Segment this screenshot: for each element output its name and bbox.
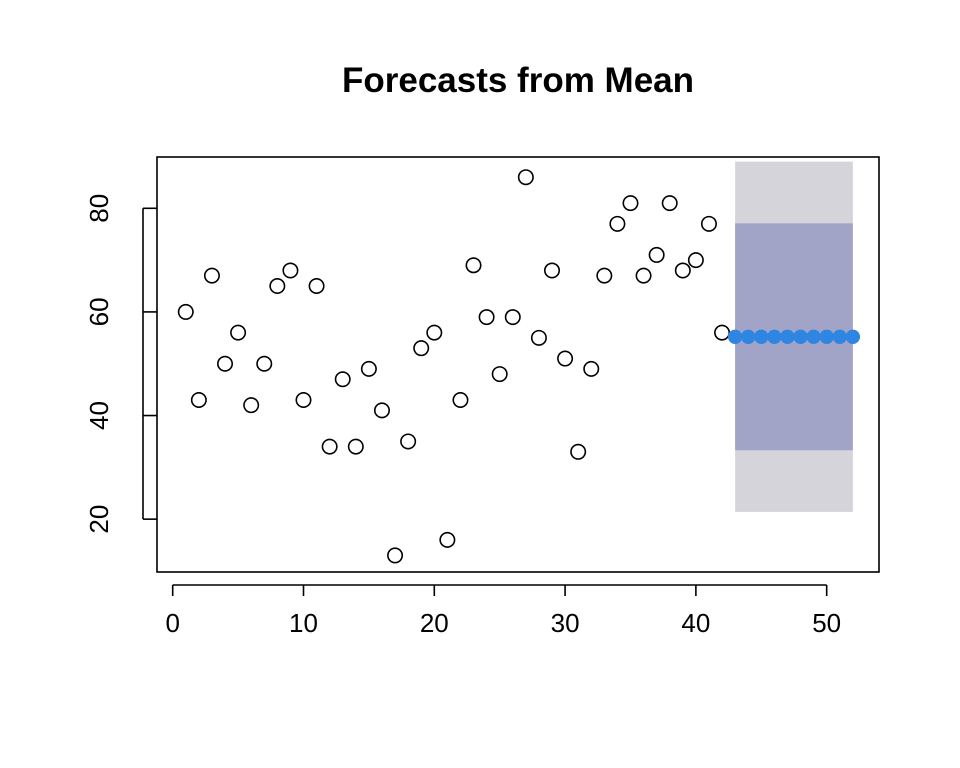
observed-point bbox=[478, 309, 495, 326]
y-axis: 20 40 60 80 bbox=[84, 194, 157, 534]
observed-point bbox=[622, 195, 639, 212]
observed-points bbox=[177, 169, 731, 564]
observed-point bbox=[714, 324, 731, 341]
observed-point bbox=[557, 350, 574, 367]
observed-point bbox=[504, 309, 521, 326]
x-tick-label-50: 50 bbox=[812, 608, 841, 638]
observed-point bbox=[635, 267, 652, 284]
observed-point bbox=[596, 267, 613, 284]
observed-point bbox=[177, 303, 194, 320]
forecast-point bbox=[806, 329, 821, 344]
forecast-point bbox=[767, 329, 782, 344]
x-tick-label-30: 30 bbox=[551, 608, 580, 638]
plot-area-frame bbox=[156, 156, 880, 573]
observed-point bbox=[648, 246, 665, 263]
y-tick-label-20: 20 bbox=[84, 505, 114, 534]
observed-point bbox=[334, 371, 351, 388]
observed-point bbox=[674, 262, 691, 279]
observed-point bbox=[452, 391, 469, 408]
chart-title: Forecasts from Mean bbox=[342, 61, 694, 100]
observed-point bbox=[373, 402, 390, 419]
observed-point bbox=[700, 215, 717, 232]
observed-point bbox=[661, 195, 678, 212]
x-axis: 0 10 20 30 40 50 bbox=[165, 584, 841, 638]
observed-point bbox=[190, 391, 207, 408]
observed-point bbox=[400, 433, 417, 450]
x-tick-label-40: 40 bbox=[681, 608, 710, 638]
observed-point bbox=[387, 547, 404, 564]
forecast-point bbox=[780, 329, 795, 344]
observed-point bbox=[426, 324, 443, 341]
observed-point bbox=[465, 257, 482, 274]
y-tick-label-40: 40 bbox=[84, 401, 114, 430]
observed-point bbox=[243, 397, 260, 414]
observed-point bbox=[269, 278, 286, 295]
observed-point bbox=[321, 438, 338, 455]
x-tick-label-20: 20 bbox=[420, 608, 449, 638]
forecast-point bbox=[845, 329, 861, 344]
observed-point bbox=[439, 531, 456, 548]
y-tick-label-80: 80 bbox=[84, 194, 114, 223]
observed-point bbox=[256, 355, 273, 372]
observed-point bbox=[203, 267, 220, 284]
forecast-point bbox=[832, 329, 847, 344]
observed-point bbox=[230, 324, 247, 341]
observed-point bbox=[583, 360, 600, 377]
forecast-point bbox=[819, 329, 834, 344]
observed-point bbox=[282, 262, 299, 279]
observed-point bbox=[491, 366, 508, 383]
forecast-point bbox=[727, 329, 743, 344]
observed-point bbox=[295, 391, 312, 408]
observed-point bbox=[530, 329, 547, 346]
observed-point bbox=[413, 340, 430, 357]
observed-point bbox=[609, 215, 626, 232]
x-tick-label-0: 0 bbox=[165, 608, 179, 638]
observed-point bbox=[308, 278, 325, 295]
x-tick-label-10: 10 bbox=[289, 608, 318, 638]
observed-point bbox=[360, 360, 377, 377]
observed-point bbox=[687, 252, 704, 269]
forecast-point bbox=[754, 329, 769, 344]
observed-point bbox=[517, 169, 534, 186]
y-tick-label-60: 60 bbox=[84, 297, 114, 326]
forecast-points bbox=[727, 329, 861, 344]
observed-point bbox=[347, 438, 364, 455]
observed-point bbox=[544, 262, 561, 279]
forecast-point bbox=[741, 329, 756, 344]
observed-point bbox=[570, 443, 587, 460]
observed-point bbox=[217, 355, 234, 372]
forecast-point bbox=[793, 329, 808, 344]
